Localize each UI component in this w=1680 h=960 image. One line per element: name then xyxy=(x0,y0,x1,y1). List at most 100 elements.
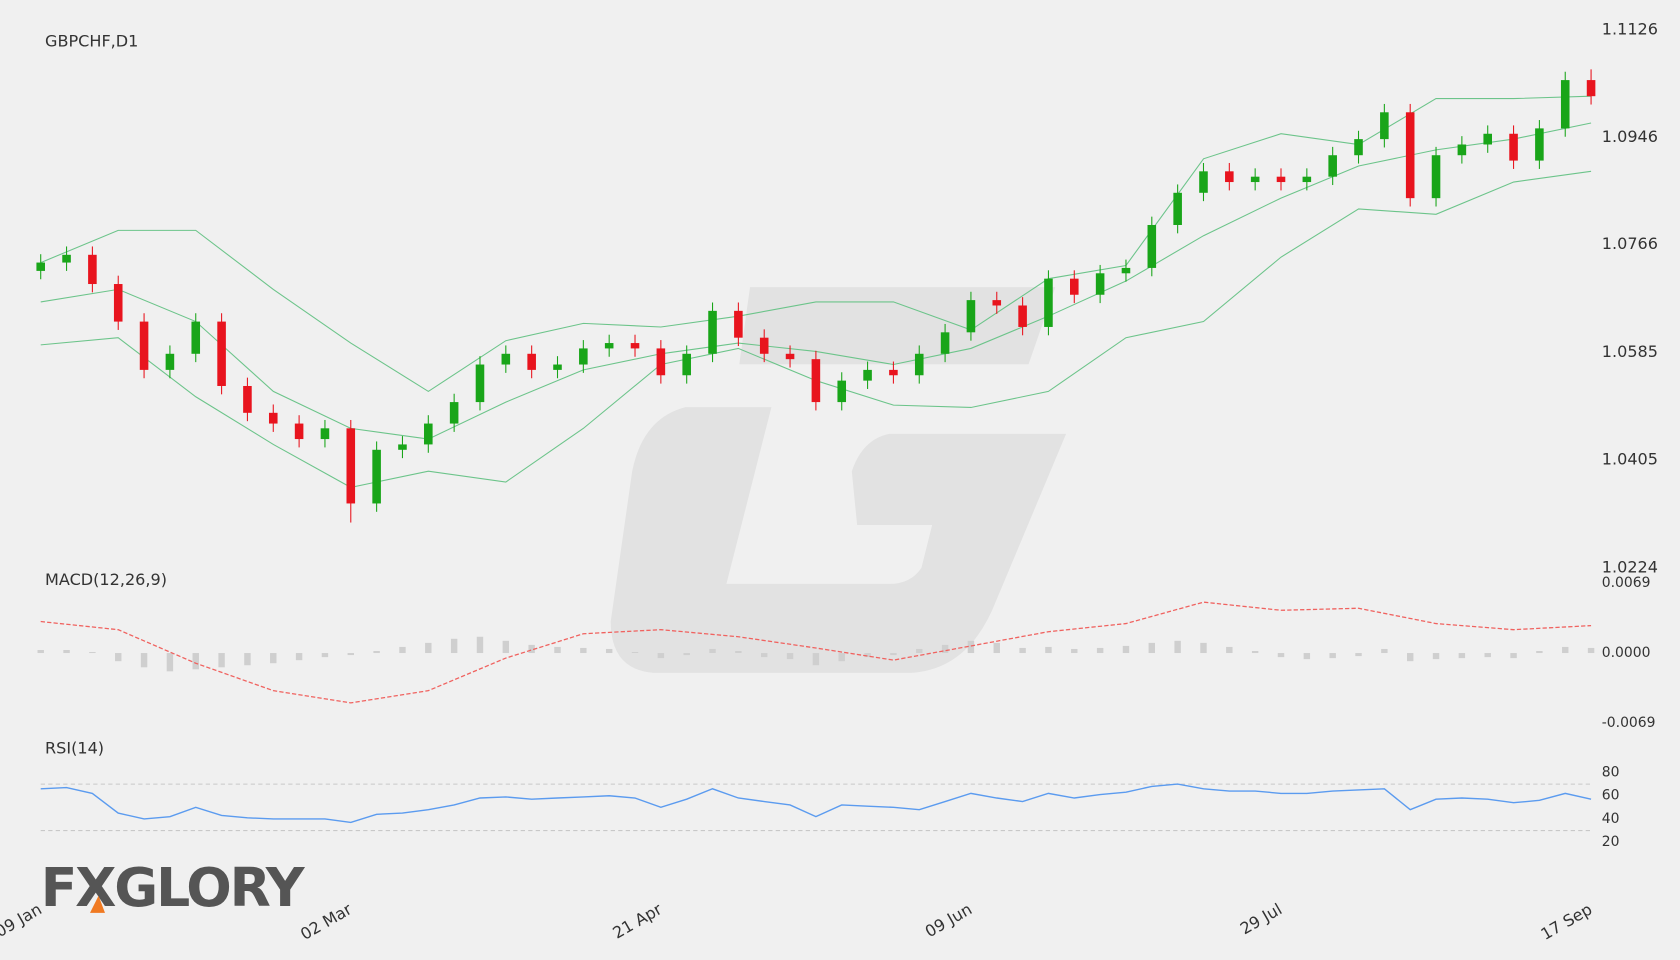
candle-body xyxy=(1147,224,1157,268)
candle-body xyxy=(475,364,485,403)
candle-body xyxy=(940,332,950,354)
macd-bar xyxy=(295,653,303,661)
macd-bar xyxy=(786,653,794,660)
macd-bar xyxy=(1432,653,1440,660)
candle-body xyxy=(139,321,149,370)
macd-bar xyxy=(321,653,329,658)
y-tick-label: 0.0069 xyxy=(1602,575,1651,591)
macd-bar xyxy=(115,653,122,662)
pane-title: GBPCHF,D1 xyxy=(45,31,138,50)
y-tick-label: 1.0766 xyxy=(1602,234,1658,253)
macd-bar xyxy=(347,653,354,656)
macd-bar xyxy=(1329,653,1336,659)
macd-bar xyxy=(967,640,975,654)
candle-body xyxy=(966,300,976,333)
candle-body xyxy=(320,428,330,440)
macd-signal xyxy=(40,601,1592,704)
macd-bar xyxy=(657,653,665,659)
macd-bar xyxy=(993,642,1000,654)
pane-title: MACD(12,26,9) xyxy=(45,570,167,589)
candle-body xyxy=(1509,133,1518,161)
candle-body xyxy=(630,343,640,349)
candle-body xyxy=(1560,80,1570,129)
candle-body xyxy=(449,402,459,424)
macd-bar xyxy=(1071,648,1078,654)
candle-body xyxy=(863,369,872,381)
candle-body xyxy=(527,353,536,370)
macd-bar xyxy=(631,652,639,654)
candle-body xyxy=(811,359,821,403)
candle-body xyxy=(88,254,97,285)
macd-bar xyxy=(89,652,96,654)
candle-body xyxy=(1044,278,1053,327)
macd-bar xyxy=(812,653,820,666)
macd-bar xyxy=(1562,646,1569,654)
y-tick-label: 0.0000 xyxy=(1602,645,1651,661)
macd-bar xyxy=(399,646,406,654)
candle-body xyxy=(889,369,898,376)
macd-bar xyxy=(1200,642,1207,654)
candle-body xyxy=(914,353,924,376)
macd-bar xyxy=(838,653,845,662)
pane-title: RSI(14) xyxy=(45,738,104,757)
macd-bar xyxy=(554,646,561,654)
macd-bar xyxy=(864,653,871,658)
candle-body xyxy=(682,353,691,376)
macd-bar xyxy=(1226,646,1233,654)
macd-bar xyxy=(244,653,251,666)
candle-body xyxy=(1302,176,1312,183)
macd-bar xyxy=(709,648,716,654)
candle-body xyxy=(1535,128,1544,161)
macd-bar xyxy=(1122,645,1130,654)
candle-body xyxy=(191,321,201,354)
candle-body xyxy=(734,310,743,338)
candle-body xyxy=(36,262,45,271)
candle-body xyxy=(1070,278,1079,295)
macd-bar xyxy=(1045,646,1052,654)
candle-body xyxy=(759,337,769,354)
candle-body xyxy=(1354,139,1363,156)
macd-bar xyxy=(1355,653,1362,657)
y-tick-label: 1.0946 xyxy=(1602,127,1658,146)
candle-body xyxy=(785,353,795,360)
candle-body xyxy=(1405,112,1415,199)
macd-bar xyxy=(735,651,742,654)
macd-bar xyxy=(63,649,70,654)
candle-body xyxy=(1121,267,1131,274)
candle-body xyxy=(579,348,588,365)
candle-body xyxy=(1276,176,1286,183)
y-tick-label: 80 xyxy=(1602,765,1620,781)
macd-bar xyxy=(373,651,380,654)
candle-body xyxy=(1457,144,1467,156)
candle-body xyxy=(992,300,1002,306)
macd-bar xyxy=(683,653,690,656)
macd-bar xyxy=(192,653,199,670)
macd-bar xyxy=(450,638,458,654)
y-tick-label: 60 xyxy=(1602,788,1620,804)
candle-body xyxy=(1225,171,1234,183)
macd-bar xyxy=(1536,651,1543,654)
candle-body xyxy=(372,449,381,504)
macd-bar xyxy=(502,640,510,654)
y-tick-label: 40 xyxy=(1602,811,1620,827)
rsi-line xyxy=(40,783,1592,824)
candle-body xyxy=(243,385,252,413)
macd-bar xyxy=(270,653,277,664)
macd-bar xyxy=(528,644,535,654)
y-tick-label: 1.0405 xyxy=(1602,449,1658,468)
macd-bar xyxy=(1303,653,1311,660)
macd-bar xyxy=(1406,653,1414,662)
candle-body xyxy=(1250,176,1260,183)
candle-body xyxy=(1328,155,1337,177)
candle-body xyxy=(1095,273,1105,295)
candle-body xyxy=(165,353,175,370)
macd-bar xyxy=(1174,640,1181,654)
candle-body xyxy=(346,428,356,504)
y-tick-label: 20 xyxy=(1602,834,1620,850)
candle-body xyxy=(268,412,278,424)
macd-bar xyxy=(140,653,148,668)
macd-bar xyxy=(1148,642,1156,654)
y-tick-label: 1.1126 xyxy=(1602,20,1658,39)
macd-bar xyxy=(476,636,484,654)
